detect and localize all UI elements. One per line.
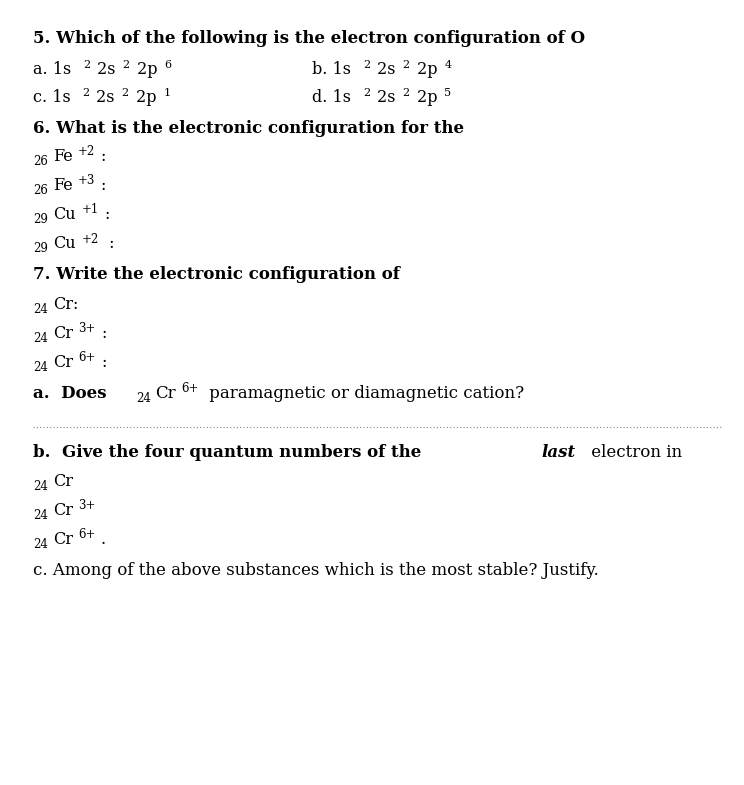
Text: last: last: [542, 444, 576, 461]
Text: 2p: 2p: [132, 60, 157, 78]
Text: 6: 6: [164, 60, 172, 70]
Text: electron in: electron in: [586, 444, 682, 461]
Text: Cr:: Cr:: [53, 295, 78, 312]
Text: 29: 29: [33, 214, 48, 226]
Text: 6+: 6+: [182, 382, 199, 396]
Text: 1: 1: [164, 89, 171, 98]
Text: 26: 26: [33, 155, 48, 168]
Text: Cr: Cr: [53, 473, 73, 490]
Text: d. 1s: d. 1s: [312, 89, 351, 106]
Text: 2s: 2s: [372, 60, 396, 78]
Text: :: :: [104, 206, 109, 223]
Text: 24: 24: [33, 303, 48, 316]
Text: 24: 24: [135, 392, 150, 405]
Text: 6. What is the electronic configuration for the: 6. What is the electronic configuration …: [33, 120, 464, 137]
Text: a. 1s: a. 1s: [33, 60, 71, 78]
Text: c. 1s: c. 1s: [33, 89, 71, 106]
Text: :: :: [100, 148, 106, 165]
Text: 6+: 6+: [78, 528, 96, 542]
Text: b.  Give the four quantum numbers of the: b. Give the four quantum numbers of the: [33, 444, 428, 461]
Text: 2: 2: [403, 89, 409, 98]
Text: Cr: Cr: [155, 385, 176, 402]
Text: 2: 2: [363, 89, 370, 98]
Text: 2: 2: [82, 89, 89, 98]
Text: :: :: [100, 177, 106, 194]
Text: 5: 5: [444, 89, 452, 98]
Text: 4: 4: [444, 60, 452, 70]
Text: 24: 24: [33, 361, 48, 374]
Text: 24: 24: [33, 332, 48, 345]
Text: 2: 2: [122, 89, 129, 98]
Text: 2s: 2s: [92, 60, 115, 78]
Text: Fe: Fe: [53, 148, 72, 165]
Text: 2: 2: [83, 60, 90, 70]
Text: :: :: [101, 324, 106, 341]
Text: :: :: [101, 353, 106, 371]
Text: 2: 2: [122, 60, 129, 70]
Text: paramagnetic or diamagnetic cation?: paramagnetic or diamagnetic cation?: [204, 385, 524, 402]
Text: Cu: Cu: [53, 235, 75, 252]
Text: +2: +2: [78, 145, 95, 159]
Text: 2: 2: [363, 60, 370, 70]
Text: 24: 24: [33, 509, 48, 522]
Text: :: :: [104, 235, 115, 252]
Text: 2p: 2p: [411, 60, 437, 78]
Text: a.  Does: a. Does: [33, 385, 113, 402]
Text: 6+: 6+: [78, 351, 96, 364]
Text: Cr: Cr: [53, 324, 73, 341]
Text: 2: 2: [403, 60, 409, 70]
Text: .: .: [101, 531, 106, 548]
Text: Cr: Cr: [53, 502, 73, 519]
Text: Cu: Cu: [53, 206, 75, 223]
Text: 2s: 2s: [92, 89, 115, 106]
Text: b. 1s: b. 1s: [312, 60, 351, 78]
Text: 5. Which of the following is the electron configuration of O: 5. Which of the following is the electro…: [33, 30, 586, 47]
Text: 29: 29: [33, 243, 48, 255]
Text: c. Among of the above substances which is the most stable? Justify.: c. Among of the above substances which i…: [33, 562, 599, 579]
Text: +2: +2: [82, 232, 99, 246]
Text: 7. Write the electronic configuration of: 7. Write the electronic configuration of: [33, 266, 400, 283]
Text: 2p: 2p: [411, 89, 437, 106]
Text: Cr: Cr: [53, 353, 73, 371]
Text: +1: +1: [82, 203, 99, 217]
Text: +3: +3: [78, 174, 95, 188]
Text: Cr: Cr: [53, 531, 73, 548]
Text: 24: 24: [33, 480, 48, 493]
Text: 3+: 3+: [78, 322, 96, 335]
Text: 24: 24: [33, 539, 48, 551]
Text: 2s: 2s: [372, 89, 396, 106]
Text: 3+: 3+: [78, 499, 96, 513]
Text: Fe: Fe: [53, 177, 72, 194]
Text: 26: 26: [33, 184, 48, 197]
Text: 2p: 2p: [131, 89, 156, 106]
